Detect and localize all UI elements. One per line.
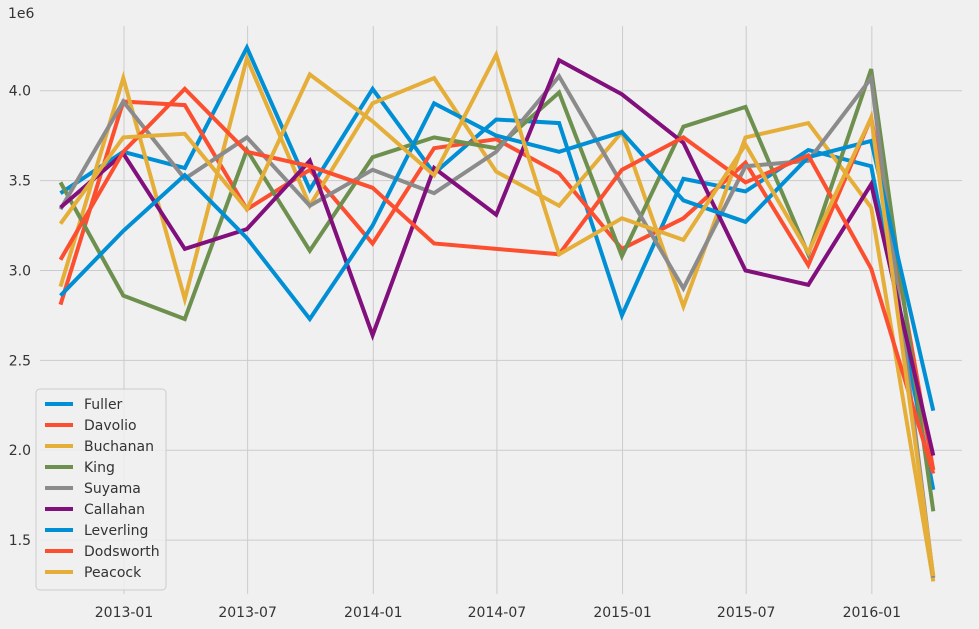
y-scale-label: 1e6	[8, 6, 35, 22]
legend-box	[35, 388, 167, 591]
x-tick-label: 2014-01	[344, 605, 403, 621]
legend-label: Dodsworth	[84, 544, 160, 560]
y-tick-label: 2.5	[9, 353, 31, 369]
series-line-king	[58, 68, 936, 512]
series-lines	[58, 42, 936, 582]
legend-label: Fuller	[84, 397, 123, 413]
x-tick-label: 2014-07	[468, 605, 527, 621]
x-tick-label: 2015-01	[593, 605, 652, 621]
y-axis-ticks: 1.5 2.0 2.5 3.0 3.5 4.0	[9, 84, 31, 549]
y-tick-label: 2.0	[9, 443, 31, 459]
series-line-leverling	[59, 100, 936, 412]
x-tick-label: 2016-01	[843, 605, 902, 621]
legend-label: Leverling	[84, 523, 148, 539]
legend: Fuller Davolio Buchanan King Suyama Callahan L…	[35, 388, 167, 591]
x-tick-label: 2013-07	[218, 605, 277, 621]
series-line-dodsworth	[58, 86, 936, 475]
series-line-davolio	[58, 99, 936, 471]
x-tick-label: 2013-01	[95, 605, 154, 621]
series-line-peacock	[58, 49, 936, 577]
legend-label: Callahan	[84, 502, 145, 518]
legend-label: Peacock	[84, 565, 142, 581]
y-tick-label: 3.5	[9, 174, 31, 190]
legend-label: Suyama	[84, 481, 141, 497]
legend-label: King	[84, 460, 115, 476]
legend-label: Buchanan	[84, 439, 154, 455]
series-line-callahan	[59, 57, 936, 457]
x-tick-label: 2015-07	[717, 605, 776, 621]
y-tick-label: 1.5	[9, 533, 31, 549]
x-axis-ticks: 2013-01 2013-07 2014-01 2014-07 2015-01 2015-…	[95, 605, 901, 621]
series-line-buchanan	[58, 52, 936, 582]
y-tick-label: 4.0	[9, 84, 31, 100]
y-tick-label: 3.0	[9, 263, 31, 279]
legend-label: Davolio	[84, 418, 137, 434]
